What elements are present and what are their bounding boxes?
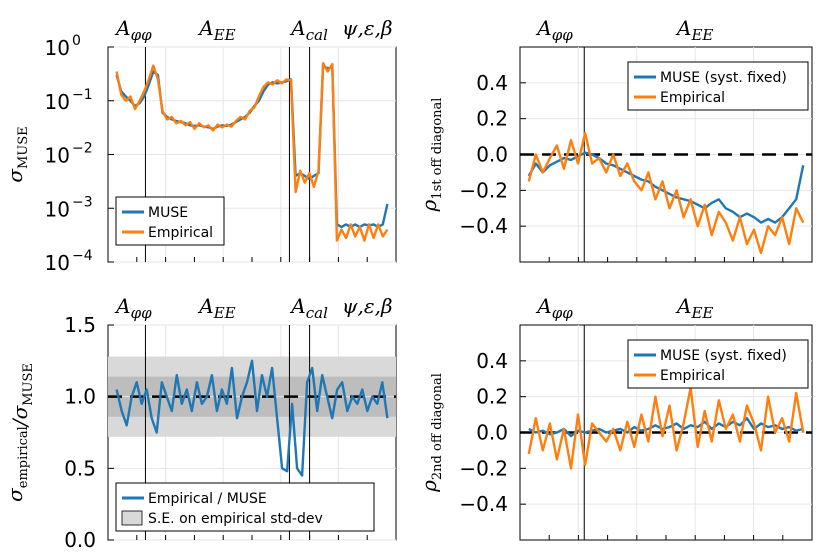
legend-box [627, 339, 809, 389]
block-label: Aφφ [114, 16, 152, 44]
legend-entry: MUSE (syst. fixed) [660, 348, 787, 364]
block-label-sub: cal [306, 26, 328, 44]
y-tick-label-exp: −1 [72, 87, 93, 103]
y-tick-label: 0.2 [476, 385, 508, 409]
block-label: Acal [289, 294, 328, 322]
y-tick-label: 0.0 [64, 528, 96, 552]
y-tick-label: −0.4 [459, 214, 508, 238]
legend-box [115, 482, 375, 532]
y-tick-label: 10 [45, 144, 70, 168]
series-line-empirical [527, 386, 805, 470]
block-label: Aφφ [535, 294, 573, 322]
series-line-empirical [115, 359, 389, 477]
block-label: Aφφ [114, 294, 152, 322]
legend-entry: MUSE (syst. fixed) [660, 70, 787, 86]
block-label: Acal [289, 16, 328, 44]
panel-rho-1st: 0.4 0.2 0.0 −0.2 −0.4 Aφφ AEE ρ1st off diagonal… [417, 16, 813, 263]
block-label: ψ,ε,β [342, 16, 393, 40]
block-label-sub: EE [690, 304, 713, 322]
y-tick-label: −0.2 [459, 456, 508, 480]
y-axis-label-symbol: /σ [8, 404, 32, 428]
y-tick-label-exp: −2 [72, 141, 93, 157]
y-tick-label: 10 [45, 251, 70, 275]
block-label: AEE [197, 294, 235, 322]
y-axis-label-sub: MUSE [21, 363, 36, 406]
block-label: AEE [675, 16, 713, 44]
y-axis-label-symbol: ρ [417, 480, 441, 493]
y-tick-label: 0.0 [476, 421, 508, 445]
y-tick-label: 0.0 [476, 143, 508, 167]
block-label-sub: cal [306, 304, 328, 322]
y-axis-label-symbol: σ [3, 168, 27, 183]
block-label-sub: φφ [131, 304, 153, 322]
y-tick-label: 10 [45, 90, 70, 114]
y-axis-label: ρ2nd off diagonal [417, 373, 445, 493]
series-line-empirical [115, 62, 389, 242]
y-tick-label: 1.0 [64, 385, 96, 409]
y-axis-label-symbol: ρ [417, 199, 441, 212]
y-tick-label: 10 [45, 197, 70, 221]
y-tick-label: 0.4 [476, 71, 508, 95]
y-axis-label: ρ1st off diagonal [417, 98, 445, 213]
series-line-empirical [527, 131, 805, 255]
block-label-sub: EE [213, 26, 236, 44]
legend-entry: MUSE [148, 205, 188, 221]
legend-entry: Empirical [660, 90, 725, 106]
y-tick-label: 0.5 [64, 456, 96, 480]
block-label-sub: EE [690, 26, 713, 44]
y-axis-label: σempirical/σMUSE [3, 363, 36, 502]
panel-ratio: 1.5 1.0 0.5 0.0 Aφφ AEE Acal ψ,ε,β σempirical/σM… [3, 294, 397, 552]
y-tick-label-exp: 0 [72, 33, 81, 49]
y-axis-label-symbol: σ [3, 487, 27, 502]
y-axis-label-sub: MUSE [16, 126, 31, 169]
panel-rho-2nd: 0.4 0.2 0.0 −0.2 −0.4 Aφφ AEE ρ2nd off diagonal… [417, 294, 813, 541]
y-tick-label-exp: −3 [72, 194, 93, 210]
block-label: ψ,ε,β [342, 294, 393, 318]
legend-box [115, 196, 225, 246]
y-axis-label-sub: 2nd off diagonal [430, 373, 445, 480]
legend-entry: S.E. on empirical std-dev [148, 511, 323, 527]
block-label: AEE [675, 294, 713, 322]
y-tick-label: 10 [45, 36, 70, 60]
block-label-sub: φφ [131, 26, 153, 44]
legend-entry: Empirical / MUSE [148, 491, 267, 507]
legend-box [627, 61, 809, 111]
y-tick-label: −0.2 [459, 178, 508, 202]
block-label-sub: EE [213, 304, 236, 322]
y-tick-label: 0.2 [476, 107, 508, 131]
block-label: Aφφ [535, 16, 573, 44]
series-line-muse [527, 151, 805, 224]
legend-entry: Empirical [148, 225, 213, 241]
block-label-sub: φφ [552, 304, 574, 322]
y-tick-label: 0.4 [476, 349, 508, 373]
y-axis-label-sub: 1st off diagonal [430, 98, 445, 200]
y-tick-label: −0.4 [459, 492, 508, 516]
y-axis-label-sub: empirical [16, 426, 31, 488]
y-tick-label-exp: −4 [72, 248, 93, 264]
block-label: AEE [197, 16, 235, 44]
block-label-sub: φφ [552, 26, 574, 44]
y-tick-label: 1.5 [64, 313, 96, 337]
legend-entry: Empirical [660, 368, 725, 384]
legend-swatch [121, 510, 143, 526]
y-axis-label: σMUSE [3, 126, 31, 182]
